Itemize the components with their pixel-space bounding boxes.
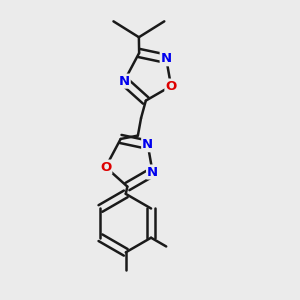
Text: O: O — [100, 160, 111, 174]
Text: O: O — [165, 80, 177, 93]
Text: N: N — [118, 75, 130, 88]
Text: N: N — [161, 52, 172, 65]
Text: N: N — [147, 166, 158, 178]
Text: N: N — [142, 138, 153, 151]
